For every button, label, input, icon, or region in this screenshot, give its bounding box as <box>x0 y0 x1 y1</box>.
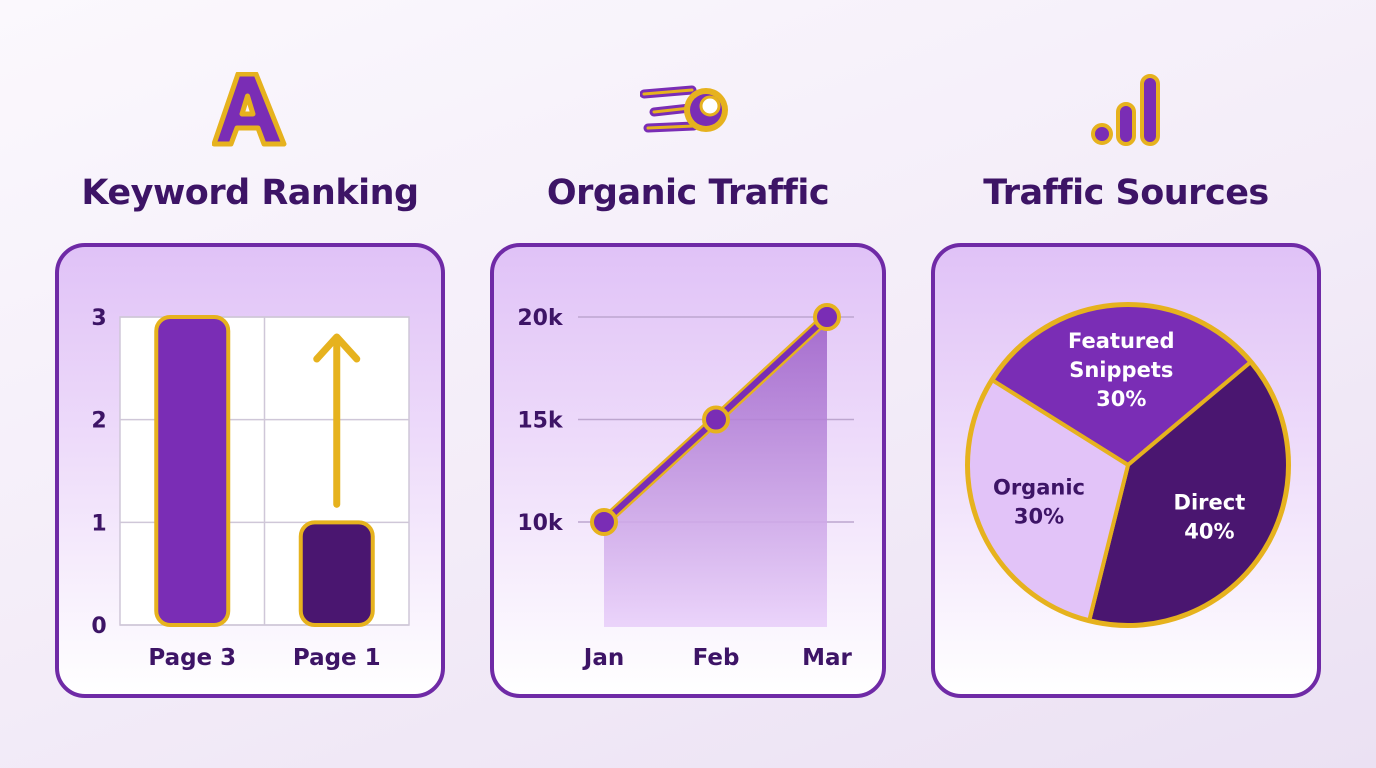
pie-label: Snippets <box>1069 358 1173 382</box>
data-point-mar <box>813 303 841 331</box>
pie-slice-organic <box>966 378 1130 623</box>
traffic-area <box>604 317 827 627</box>
data-point-jan <box>590 508 618 536</box>
bar-page-3 <box>154 315 231 627</box>
y-tick-label: 15k <box>517 409 564 434</box>
y-tick-label: 1 <box>91 511 106 536</box>
rocket-fireball-icon <box>640 85 728 133</box>
x-tick-label: Page 1 <box>293 645 381 671</box>
organic-traffic-chart: 10k 15k 20k Jan Feb Mar <box>517 303 854 671</box>
y-tick-label: 10k <box>517 511 564 536</box>
traffic-sources-card: Featured Snippets 30% Direct 40% Organic 30% <box>931 243 1321 698</box>
pie-label: Featured <box>1068 329 1175 353</box>
pie-slice-featured <box>990 303 1253 467</box>
traffic-sources-title: Traffic Sources <box>983 173 1269 213</box>
keyword-ranking-chart: 0 1 2 3 Page 3 Page 1 <box>91 306 410 671</box>
bar-signal-icon <box>1091 74 1160 146</box>
y-tick-label: 3 <box>91 306 106 331</box>
y-tick-label: 20k <box>517 306 564 331</box>
y-tick-label: 0 <box>91 614 106 639</box>
organic-traffic-card: 10k 15k 20k Jan Feb Mar <box>490 243 886 698</box>
pie-label: 40% <box>1184 519 1234 543</box>
pie-label: 30% <box>1096 387 1146 411</box>
traffic-sources-chart: Featured Snippets 30% Direct 40% Organic 30% <box>965 302 1291 628</box>
pie-label: 30% <box>1014 504 1064 528</box>
up-arrow-icon <box>313 333 361 508</box>
pie-label: Organic <box>993 475 1085 499</box>
y-tick-label: 2 <box>91 409 106 434</box>
letter-a-logo-icon <box>212 72 287 147</box>
keyword-ranking-card: 0 1 2 3 Page 3 Page 1 <box>55 243 445 698</box>
pie-label: Direct <box>1174 490 1246 514</box>
x-tick-label: Page 3 <box>148 645 236 671</box>
data-point-feb <box>702 405 730 434</box>
x-tick-label: Mar <box>802 645 852 671</box>
x-tick-label: Jan <box>582 645 624 671</box>
organic-traffic-title: Organic Traffic <box>546 173 830 213</box>
x-tick-label: Feb <box>693 645 740 671</box>
keyword-ranking-title: Keyword Ranking <box>81 173 419 213</box>
bar-page-1 <box>298 520 375 628</box>
pie-slice-direct <box>1087 360 1290 627</box>
